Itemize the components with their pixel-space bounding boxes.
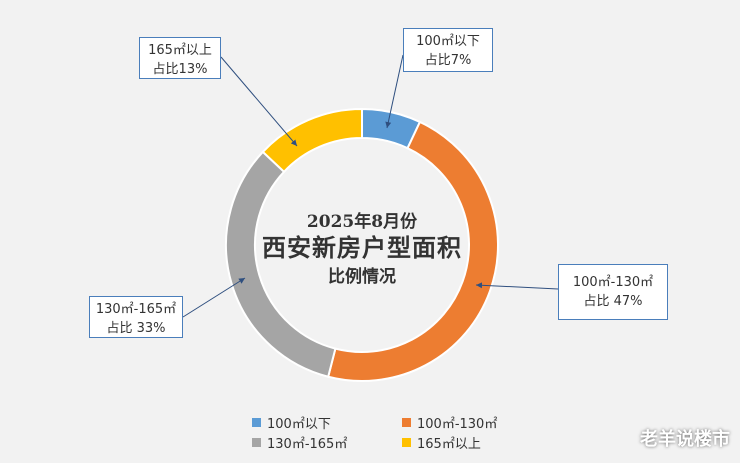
chart-title-line-3: 比例情况 bbox=[328, 267, 396, 287]
legend-swatch bbox=[252, 418, 261, 427]
leader-line bbox=[385, 54, 404, 129]
chart-title-line-2: 西安新房户型面积 bbox=[262, 233, 462, 262]
legend-item: 130㎡-165㎡ bbox=[252, 433, 347, 452]
data-label-value: 占比7% bbox=[424, 53, 472, 68]
data-label-value: 占比 47% bbox=[583, 294, 643, 309]
data-label-130-165: 130㎡-165㎡ 占比 33% bbox=[89, 296, 183, 338]
legend-label: 100㎡以下 bbox=[267, 417, 331, 432]
legend-item: 165㎡以上 bbox=[402, 433, 481, 452]
legend-swatch bbox=[402, 418, 411, 427]
data-label-name: 100㎡以下 bbox=[416, 34, 480, 49]
data-label-165-above: 165㎡以上 占比13% bbox=[139, 37, 221, 79]
leader-line bbox=[182, 277, 246, 318]
leader-line bbox=[220, 56, 298, 147]
data-label-100-below: 100㎡以下 占比7% bbox=[403, 28, 493, 72]
data-label-value: 占比 33% bbox=[106, 321, 166, 336]
legend-item: 100㎡以下 bbox=[252, 413, 331, 432]
watermark: 老羊说楼市 bbox=[640, 429, 730, 450]
legend-label: 130㎡-165㎡ bbox=[267, 437, 348, 452]
legend-swatch bbox=[402, 438, 411, 447]
data-label-value: 占比13% bbox=[152, 62, 208, 77]
data-label-name: 100㎡-130㎡ bbox=[572, 275, 654, 290]
legend-label: 165㎡以上 bbox=[417, 437, 481, 452]
legend-item: 100㎡-130㎡ bbox=[402, 413, 497, 432]
leader-line bbox=[475, 282, 559, 290]
legend-label: 100㎡-130㎡ bbox=[417, 417, 498, 432]
data-label-name: 130㎡-165㎡ bbox=[95, 302, 177, 317]
legend-swatch bbox=[252, 438, 261, 447]
data-label-name: 165㎡以上 bbox=[148, 43, 212, 58]
chart-title-line-1: 2025年8月份 bbox=[306, 212, 418, 232]
donut-slice bbox=[261, 107, 363, 174]
donut-slice bbox=[326, 120, 499, 382]
data-label-100-130: 100㎡-130㎡ 占比 47% bbox=[558, 264, 668, 320]
